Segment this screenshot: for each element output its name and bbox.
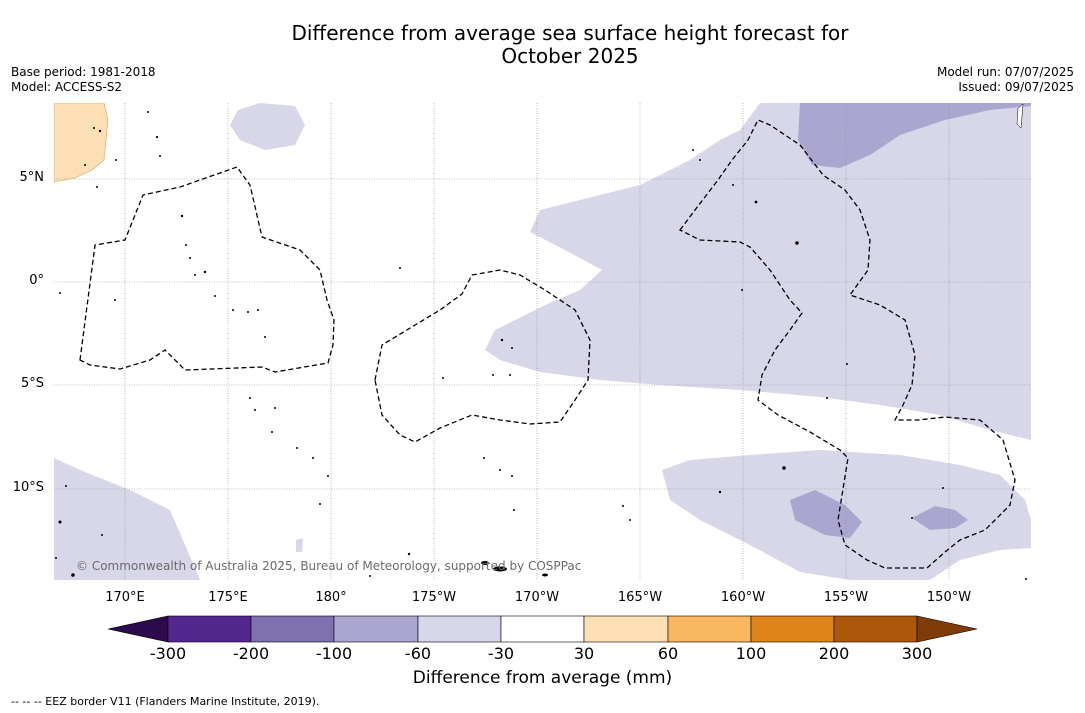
colorbar-tick-9: 200 [818,644,850,663]
colorbar-tick-1: -300 [149,644,187,663]
positive-anomaly-region [54,103,109,183]
base-info: Base period: 1981-2018 Model: ACCESS-S2 [11,65,156,95]
colorbar-tick-6: 30 [573,644,595,663]
lon-label-160w: 160°W [720,590,766,605]
colorbar [107,615,978,643]
colorbar-segment-9 [833,615,918,643]
anomaly-region-east-large [485,103,1031,440]
colorbar-segment-5 [500,615,585,643]
anomaly-region-northwest [230,103,305,150]
colorbar-high-arrow [916,615,978,643]
lon-label-180: 180° [315,590,347,605]
lon-label-175w: 175°W [411,590,457,605]
issued-date: Issued: 09/07/2025 [958,80,1074,94]
colorbar-tick-10: 300 [901,644,933,663]
anomaly-region-southeast-strong [912,506,968,530]
colorbar-tick-3: -100 [315,644,353,663]
run-info: Model run: 07/07/2025 Issued: 09/07/2025 [937,65,1074,95]
colorbar-segment-7 [667,615,752,643]
colorbar-tick-8: 100 [735,644,767,663]
anomaly-region-south-strong [790,490,862,538]
lon-label-150w: 150°W [926,590,972,605]
colorbar-segment-1 [167,615,252,643]
lon-label-170w: 170°W [514,590,560,605]
lon-label-175e: 175°E [208,590,248,605]
land-mass-north-east [1016,103,1024,129]
anomaly-blob-small [296,538,303,552]
base-period: Base period: 1981-2018 [11,65,156,79]
colorbar-segment-2 [250,615,335,643]
lat-label-0: 0° [29,273,44,288]
copyright-notice: © Commonwealth of Australia 2025, Bureau… [76,559,582,573]
anomaly-region-southwest [54,458,200,580]
colorbar-tick-2: -200 [232,644,270,663]
map-title: Difference from average sea surface heig… [0,22,1085,68]
title-line-1: Difference from average sea surface heig… [291,21,849,45]
lon-label-170e: 170°E [105,590,145,605]
model-run-date: Model run: 07/07/2025 [936,65,1074,79]
lat-label-10s: 10°S [12,480,44,495]
islands [55,111,1027,580]
colorbar-tick-5: -30 [487,644,515,663]
title-line-2: October 2025 [501,44,639,68]
anomaly-region-northeast-strong [798,103,1031,168]
lon-label-155w: 155°W [823,590,869,605]
model-name: Model: ACCESS-S2 [11,80,123,94]
colorbar-segment-8 [750,615,835,643]
colorbar-label: Difference from average (mm) [412,668,673,688]
eez-borders [79,119,1016,569]
eez-footnote: -- -- -- EEZ border V11 (Flanders Marine… [11,695,320,708]
colorbar-tick-7: 60 [657,644,679,663]
colorbar-tick-4: -60 [404,644,432,663]
lat-label-5s: 5°S [20,376,44,391]
colorbar-segment-4 [417,615,502,643]
colorbar-segment-6 [583,615,669,643]
colorbar-low-arrow [107,615,169,643]
gridlines [54,103,1031,580]
lat-label-5n: 5°N [19,170,45,185]
lon-label-165w: 165°W [617,590,663,605]
colorbar-segment-3 [333,615,419,643]
